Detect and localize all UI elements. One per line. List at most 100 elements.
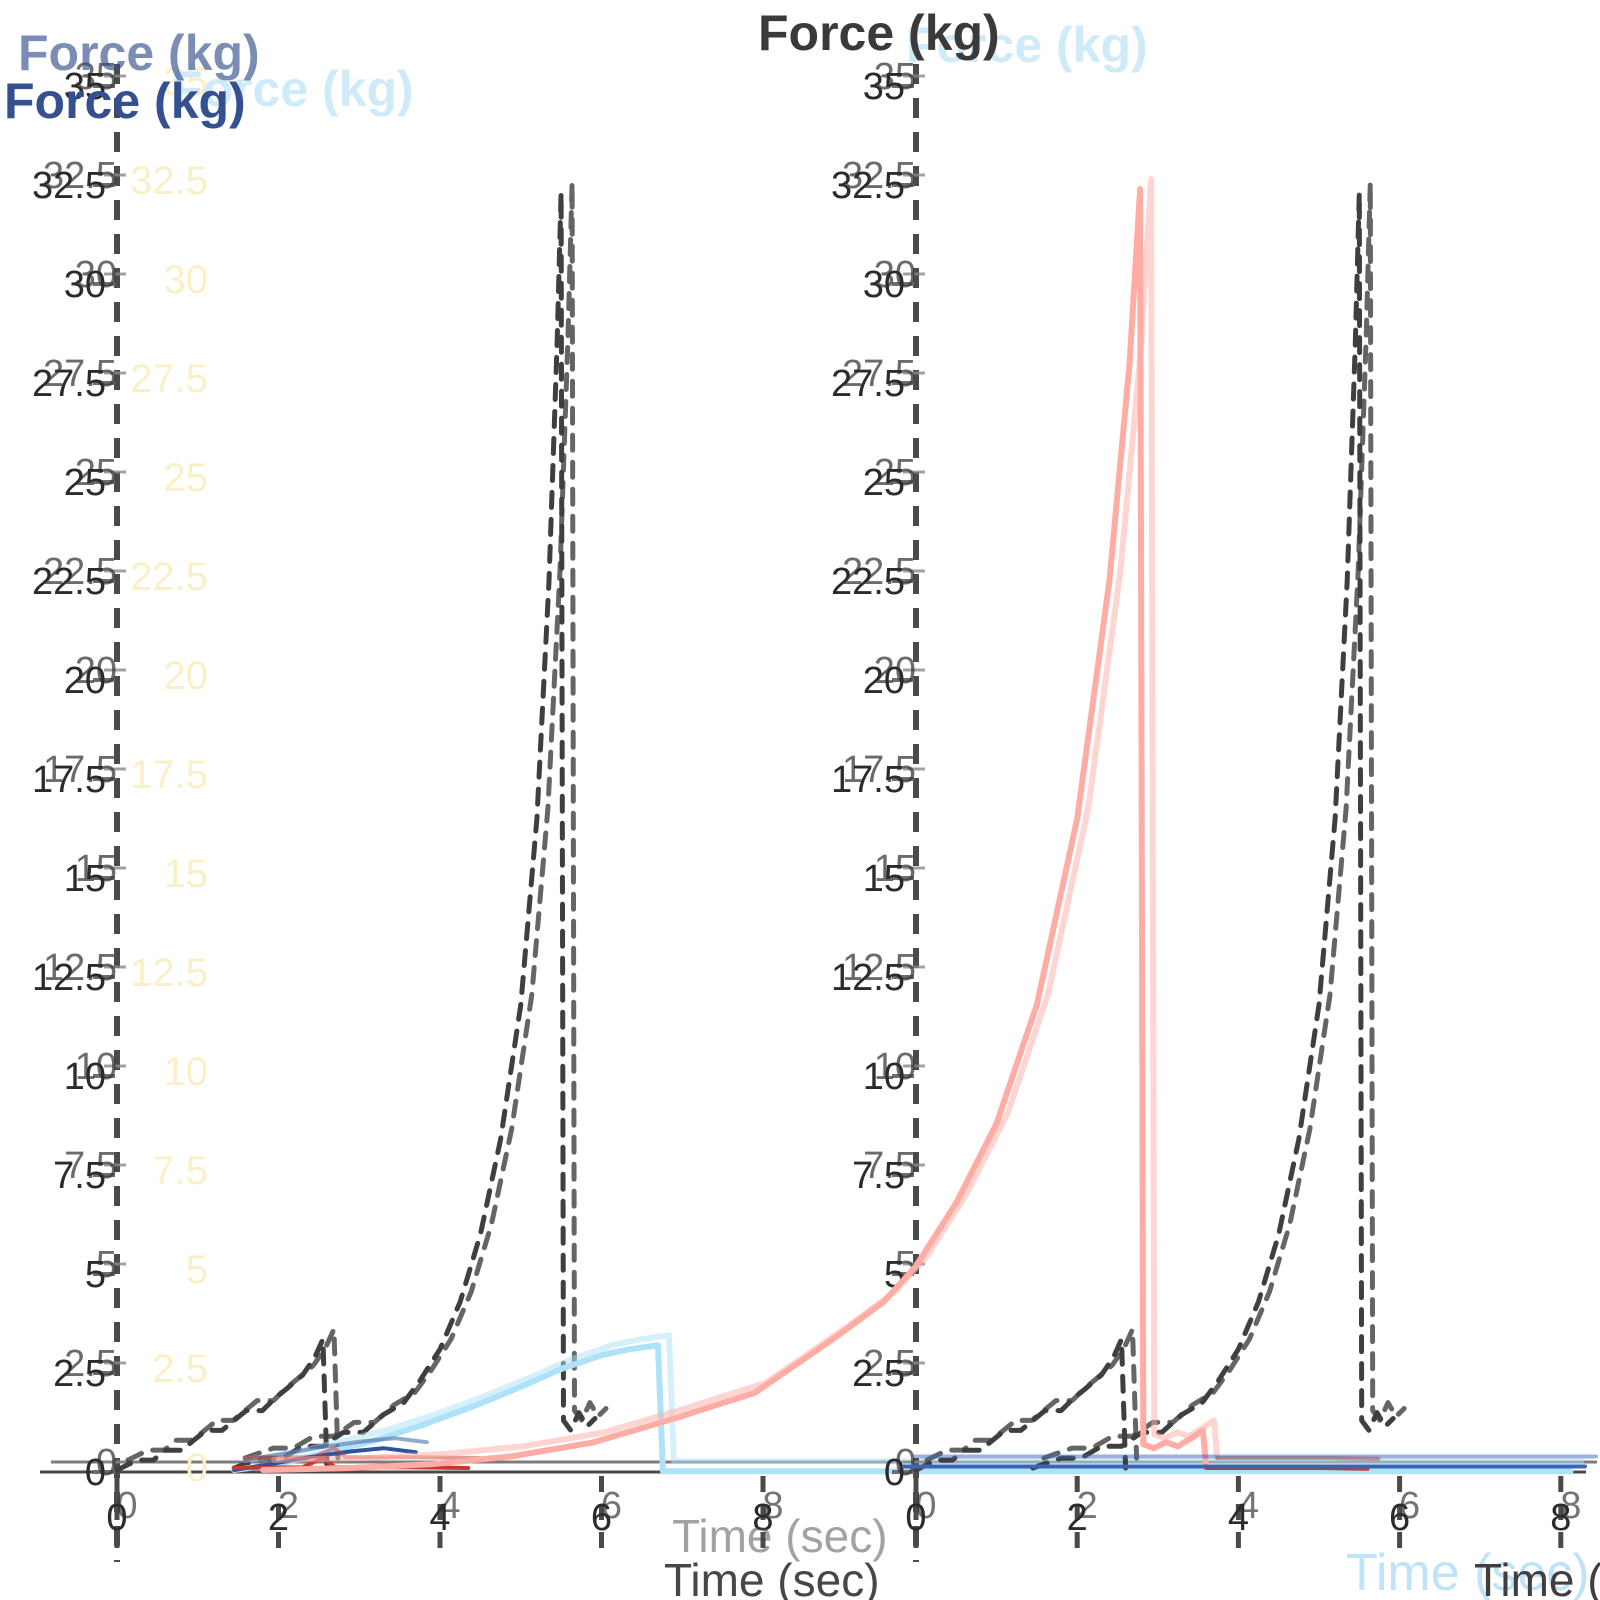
right-x-tick-label: 6 [1389,1497,1410,1539]
y-tick-label-ghost-yellow: 20 [164,654,209,698]
right-x-tick-label: 2 [1067,1497,1088,1539]
left-y-tick-label: 27.5 [32,363,106,405]
left-y-tick-label-ghost: 17.5 [43,749,117,791]
left-x-tick-label-ghost: 4 [439,1485,460,1527]
left-x-tick-label: 8 [752,1497,773,1539]
right-y-tick-label: 30 [863,264,905,306]
left-x-tick-label-ghost: 8 [762,1485,783,1527]
y-tick-label-ghost-yellow: 17.5 [130,753,208,797]
left-y-tick-label: 7.5 [53,1155,106,1197]
left-y-axis-title-ghost: Force (kg) [172,61,414,117]
left-y-tick-label-ghost: 30 [75,254,117,296]
y-tick-label-ghost-yellow: 7.5 [152,1149,208,1193]
left-y-tick-label-ghost: 2.5 [64,1343,117,1385]
left-navy-trace [232,1446,418,1472]
left-y-axis-title: Force (kg) [4,73,246,129]
left-y-axis-title-echo: Force (kg) [18,25,260,81]
left-panel: 00 22 44 66 880002.52.52.55557.57.57.5101010… [32,56,1585,1562]
left-y-tick-label-ghost: 12.5 [43,947,117,989]
left-x-tick-label-ghost: 2 [278,1485,299,1527]
right-y-tick-label: 2.5 [852,1353,905,1395]
right-y-tick-label-ghost: 0 [895,1442,916,1484]
left-y-tick-label: 20 [64,660,106,702]
right-x-axis-title-ghost: Time (sec) [1346,1544,1590,1600]
y-tick-label-ghost-yellow: 10 [164,1050,209,1094]
right-y-tick-label-ghost: 35 [874,56,916,98]
left-navy-trace-ghost [243,1436,429,1462]
right-y-tick-label-ghost: 30 [874,254,916,296]
right-y-tick-label: 27.5 [831,363,905,405]
left-y-tick-label: 17.5 [32,759,106,801]
left-x-tick-label: 6 [591,1497,612,1539]
right-y-tick-label: 25 [863,462,905,504]
right-y-tick-label: 17.5 [831,759,905,801]
left-y-tick-label: 0 [85,1452,106,1494]
y-tick-label-ghost-yellow: 12.5 [130,951,208,995]
left-y-tick-label-ghost: 15 [75,848,117,890]
right-x-axis-title: Time (sec) [1474,1554,1600,1600]
right-target-ramp-tall-ghost [1041,180,1407,1461]
y-tick-label-ghost-yellow: 25 [164,456,209,500]
left-target-ramp-tall [231,190,598,1471]
left-y-tick-label-ghost: 20 [75,650,117,692]
right-salmon-force-trace-ghost [271,176,1221,1463]
right-y-tick-label-ghost: 25 [874,452,916,494]
left-y-tick-label: 15 [64,858,106,900]
y-tick-label-ghost-yellow: 27.5 [130,357,208,401]
y-tick-label-ghost-yellow: 0 [186,1446,208,1490]
right-y-axis-title-ghost: Force (kg) [906,17,1148,73]
left-cyan-force-trace-ghost [242,1332,1585,1465]
right-y-tick-label-ghost: 20 [874,650,916,692]
right-y-tick-label-ghost: 10 [874,1046,916,1088]
right-x-tick-label-ghost: 2 [1077,1485,1098,1527]
right-y-tick-label: 35 [863,66,905,108]
left-x-tick-label: 4 [429,1497,450,1539]
right-y-tick-label-ghost: 22.5 [842,551,916,593]
right-y-tick-label: 7.5 [852,1155,905,1197]
left-y-tick-label: 25 [64,462,106,504]
right-y-tick-label: 20 [863,660,905,702]
left-y-tick-label-ghost: 35 [75,56,117,98]
left-y-tick-label: 35 [64,66,106,108]
right-x-tick-label-ghost: 6 [1399,1485,1420,1527]
right-y-tick-label: 0 [884,1452,905,1494]
y-tick-label-ghost-yellow: 2.5 [152,1347,208,1391]
y-tick-label-ghost-yellow: 35 [164,60,209,104]
left-y-tick-label-ghost: 22.5 [43,551,117,593]
right-x-tick-label-ghost: 8 [1560,1485,1581,1527]
left-y-tick-label: 2.5 [53,1353,106,1395]
left-x-axis-title-echo: Time (sec) [672,1510,888,1562]
right-y-tick-label: 10 [863,1056,905,1098]
right-target-ramp-tall [1030,190,1396,1471]
right-y-tick-label: 22.5 [831,561,905,603]
left-y-tick-label-ghost: 27.5 [43,353,117,395]
right-y-tick-label-ghost: 15 [874,848,916,890]
right-x-tick-label: 8 [1550,1497,1571,1539]
right-y-tick-label-ghost: 7.5 [863,1145,916,1187]
left-y-tick-label: 10 [64,1056,106,1098]
left-x-tick-label: 0 [106,1497,127,1539]
left-y-tick-label: 5 [85,1254,106,1296]
left-y-tick-label-ghost: 0 [96,1442,117,1484]
y-tick-label-ghost-yellow: 32.5 [130,159,208,203]
left-y-tick-label: 22.5 [32,561,106,603]
right-y-tick-label-ghost: 17.5 [842,749,916,791]
left-y-tick-label-ghost: 5 [96,1244,117,1286]
left-y-tick-label-ghost: 32.5 [43,155,117,197]
left-y-tick-label-ghost: 10 [75,1046,117,1088]
left-y-tick-label: 12.5 [32,957,106,999]
left-target-ramp-short [114,1336,330,1473]
right-target-ramp-short [913,1336,1129,1473]
right-x-tick-label-ghost: 0 [915,1485,936,1527]
left-y-tick-label-ghost: 25 [75,452,117,494]
right-y-tick-label: 32.5 [831,165,905,207]
right-y-tick-label-ghost: 12.5 [842,947,916,989]
left-x-tick-label-ghost: 6 [601,1485,622,1527]
right-x-tick-label-ghost: 4 [1238,1485,1259,1527]
right-panel: 00 22 44 66 88002.52.5557.57.5101012.512.515… [260,56,1598,1562]
y-tick-label-ghost-yellow: 15 [164,852,209,896]
left-target-ramp-tall-ghost [242,180,609,1461]
y-tick-label-ghost-yellow: 5 [186,1248,208,1292]
render-layer: 00 22 44 66 880002.52.52.55557.57.57.5101010… [32,56,1598,1562]
